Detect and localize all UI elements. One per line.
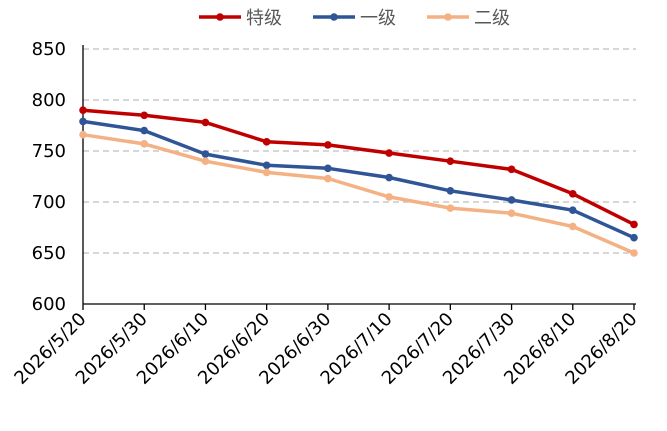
legend-item-0: 特级 xyxy=(199,8,282,29)
data-point xyxy=(324,141,332,149)
y-tick-label: 650 xyxy=(32,243,66,264)
data-point xyxy=(507,209,516,218)
y-tick-label: 600 xyxy=(32,294,66,315)
y-tick-label: 750 xyxy=(32,141,66,162)
legend-swatch-marker xyxy=(444,13,452,21)
data-point xyxy=(385,149,393,157)
series-line xyxy=(81,119,636,240)
data-point xyxy=(324,164,332,173)
legend-swatch-marker xyxy=(330,13,338,21)
legend-item-1: 一级 xyxy=(313,8,396,29)
x-axis-tick-labels: 2026/5/202026/5/302026/6/102026/6/202026… xyxy=(10,309,641,389)
series-0 xyxy=(79,106,638,229)
y-tick-label: 850 xyxy=(32,39,66,60)
legend-label: 一级 xyxy=(360,8,396,29)
y-tick-label: 700 xyxy=(32,192,66,213)
legend-swatch-marker xyxy=(216,13,224,21)
data-point xyxy=(446,186,455,195)
series-lines xyxy=(79,106,638,257)
data-point xyxy=(262,168,271,177)
data-point xyxy=(201,157,210,165)
data-point xyxy=(507,165,516,174)
data-point xyxy=(140,140,149,148)
data-point xyxy=(79,117,87,126)
data-point xyxy=(630,233,638,242)
data-point xyxy=(140,126,149,135)
data-point xyxy=(324,174,332,183)
legend-item-2: 二级 xyxy=(427,8,510,29)
data-point xyxy=(262,161,271,170)
data-point xyxy=(446,157,455,165)
y-axis-tick-labels: 600 650 700 750 800 850 xyxy=(32,39,66,315)
series-2 xyxy=(79,130,638,257)
data-point xyxy=(385,173,393,182)
data-point xyxy=(630,220,638,229)
legend-label: 特级 xyxy=(246,8,282,29)
series-line xyxy=(81,132,636,255)
data-point xyxy=(201,150,210,158)
data-point xyxy=(568,206,577,214)
data-point xyxy=(262,138,271,146)
series-1 xyxy=(79,117,638,242)
data-point xyxy=(568,190,577,198)
data-point xyxy=(630,249,638,257)
series-line xyxy=(81,108,636,227)
data-point xyxy=(507,196,516,204)
data-point xyxy=(446,204,455,212)
legend-label: 二级 xyxy=(474,8,510,29)
data-point xyxy=(568,222,577,231)
data-point xyxy=(385,193,393,201)
data-point xyxy=(79,130,87,139)
data-point xyxy=(79,106,87,114)
legend: 特级 一级 二级 xyxy=(199,8,510,29)
y-tick-label: 800 xyxy=(32,90,66,111)
axes xyxy=(82,45,636,310)
data-point xyxy=(201,118,210,127)
data-point xyxy=(140,111,149,120)
